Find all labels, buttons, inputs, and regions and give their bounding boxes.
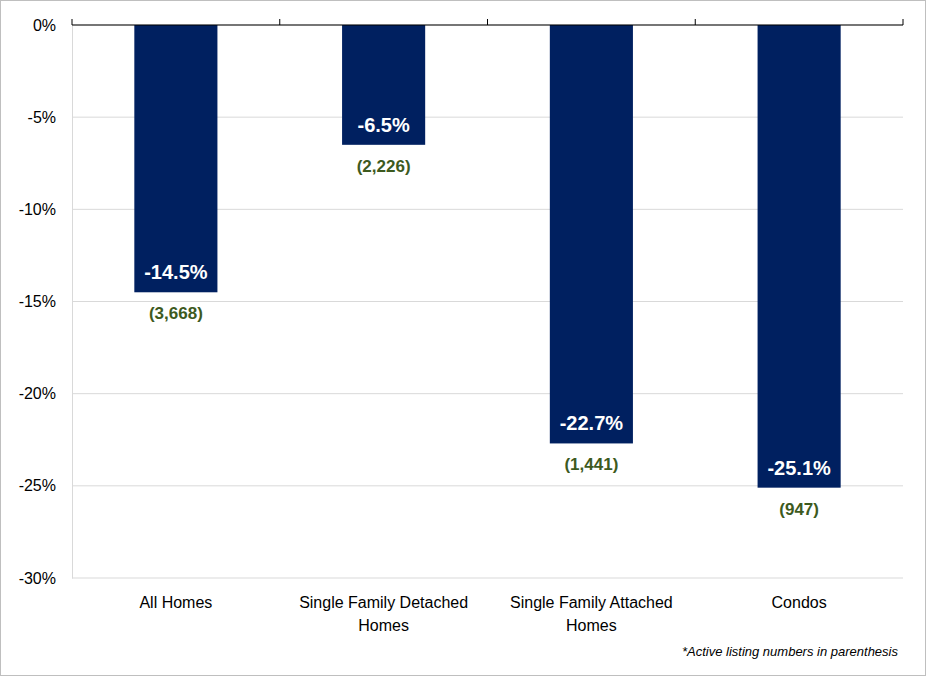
chart-frame <box>1 1 926 676</box>
y-tick: -30% <box>19 570 72 587</box>
bar <box>134 25 217 292</box>
data-label: -25.1% <box>767 457 831 479</box>
data-label: -22.7% <box>560 412 624 434</box>
y-tick: -25% <box>19 477 72 494</box>
x-tick-label: Single Family DetachedHomes <box>299 594 468 634</box>
data-label: -14.5% <box>144 261 208 283</box>
x-tick-mark <box>72 19 73 25</box>
y-tick-label: 0% <box>33 17 56 34</box>
x-axis <box>72 19 903 25</box>
y-axis-line <box>72 26 73 579</box>
bar <box>758 25 841 488</box>
y-tick-label: -15% <box>19 293 56 310</box>
x-tick-mark <box>903 19 904 25</box>
listing-label: (947) <box>779 500 819 519</box>
listing-label: (2,226) <box>357 157 411 176</box>
y-tick: -10% <box>19 201 72 218</box>
listing-label: (3,668) <box>149 304 203 323</box>
grid-line <box>72 578 903 579</box>
data-labels: -14.5% (3,668) -6.5% (2,226) -22.7% (1,441) -2… <box>144 114 831 519</box>
y-tick-label: -10% <box>19 201 56 218</box>
y-tick-label: -20% <box>19 385 56 402</box>
listing-label: (1,441) <box>564 455 618 474</box>
y-tick-label: -25% <box>19 477 56 494</box>
annotation: *Active listing numbers in parenthesis <box>682 644 899 659</box>
y-tick: -15% <box>19 293 72 310</box>
y-tick: 0% <box>33 17 72 34</box>
x-tick-label: Condos <box>772 594 827 611</box>
y-tick: -5% <box>28 109 72 126</box>
x-tick-label: Single Family AttachedHomes <box>510 594 673 634</box>
x-tick-label: All Homes <box>139 594 212 611</box>
data-label: -6.5% <box>358 114 410 136</box>
x-tick-mark <box>487 19 488 25</box>
y-tick-label: -30% <box>19 570 56 587</box>
x-tick-mark <box>279 19 280 25</box>
y-tick: -20% <box>19 385 72 402</box>
bars <box>134 25 840 488</box>
bar <box>342 25 425 145</box>
y-axis: 0% -5% -10% -15% -20% -25% -30% <box>19 17 73 587</box>
chart: 0% -5% -10% -15% -20% -25% -30% All Homes Single… <box>0 0 926 676</box>
y-tick-label: -5% <box>28 109 56 126</box>
grid <box>72 25 903 578</box>
bar <box>550 25 633 443</box>
x-tick-mark <box>695 19 696 25</box>
